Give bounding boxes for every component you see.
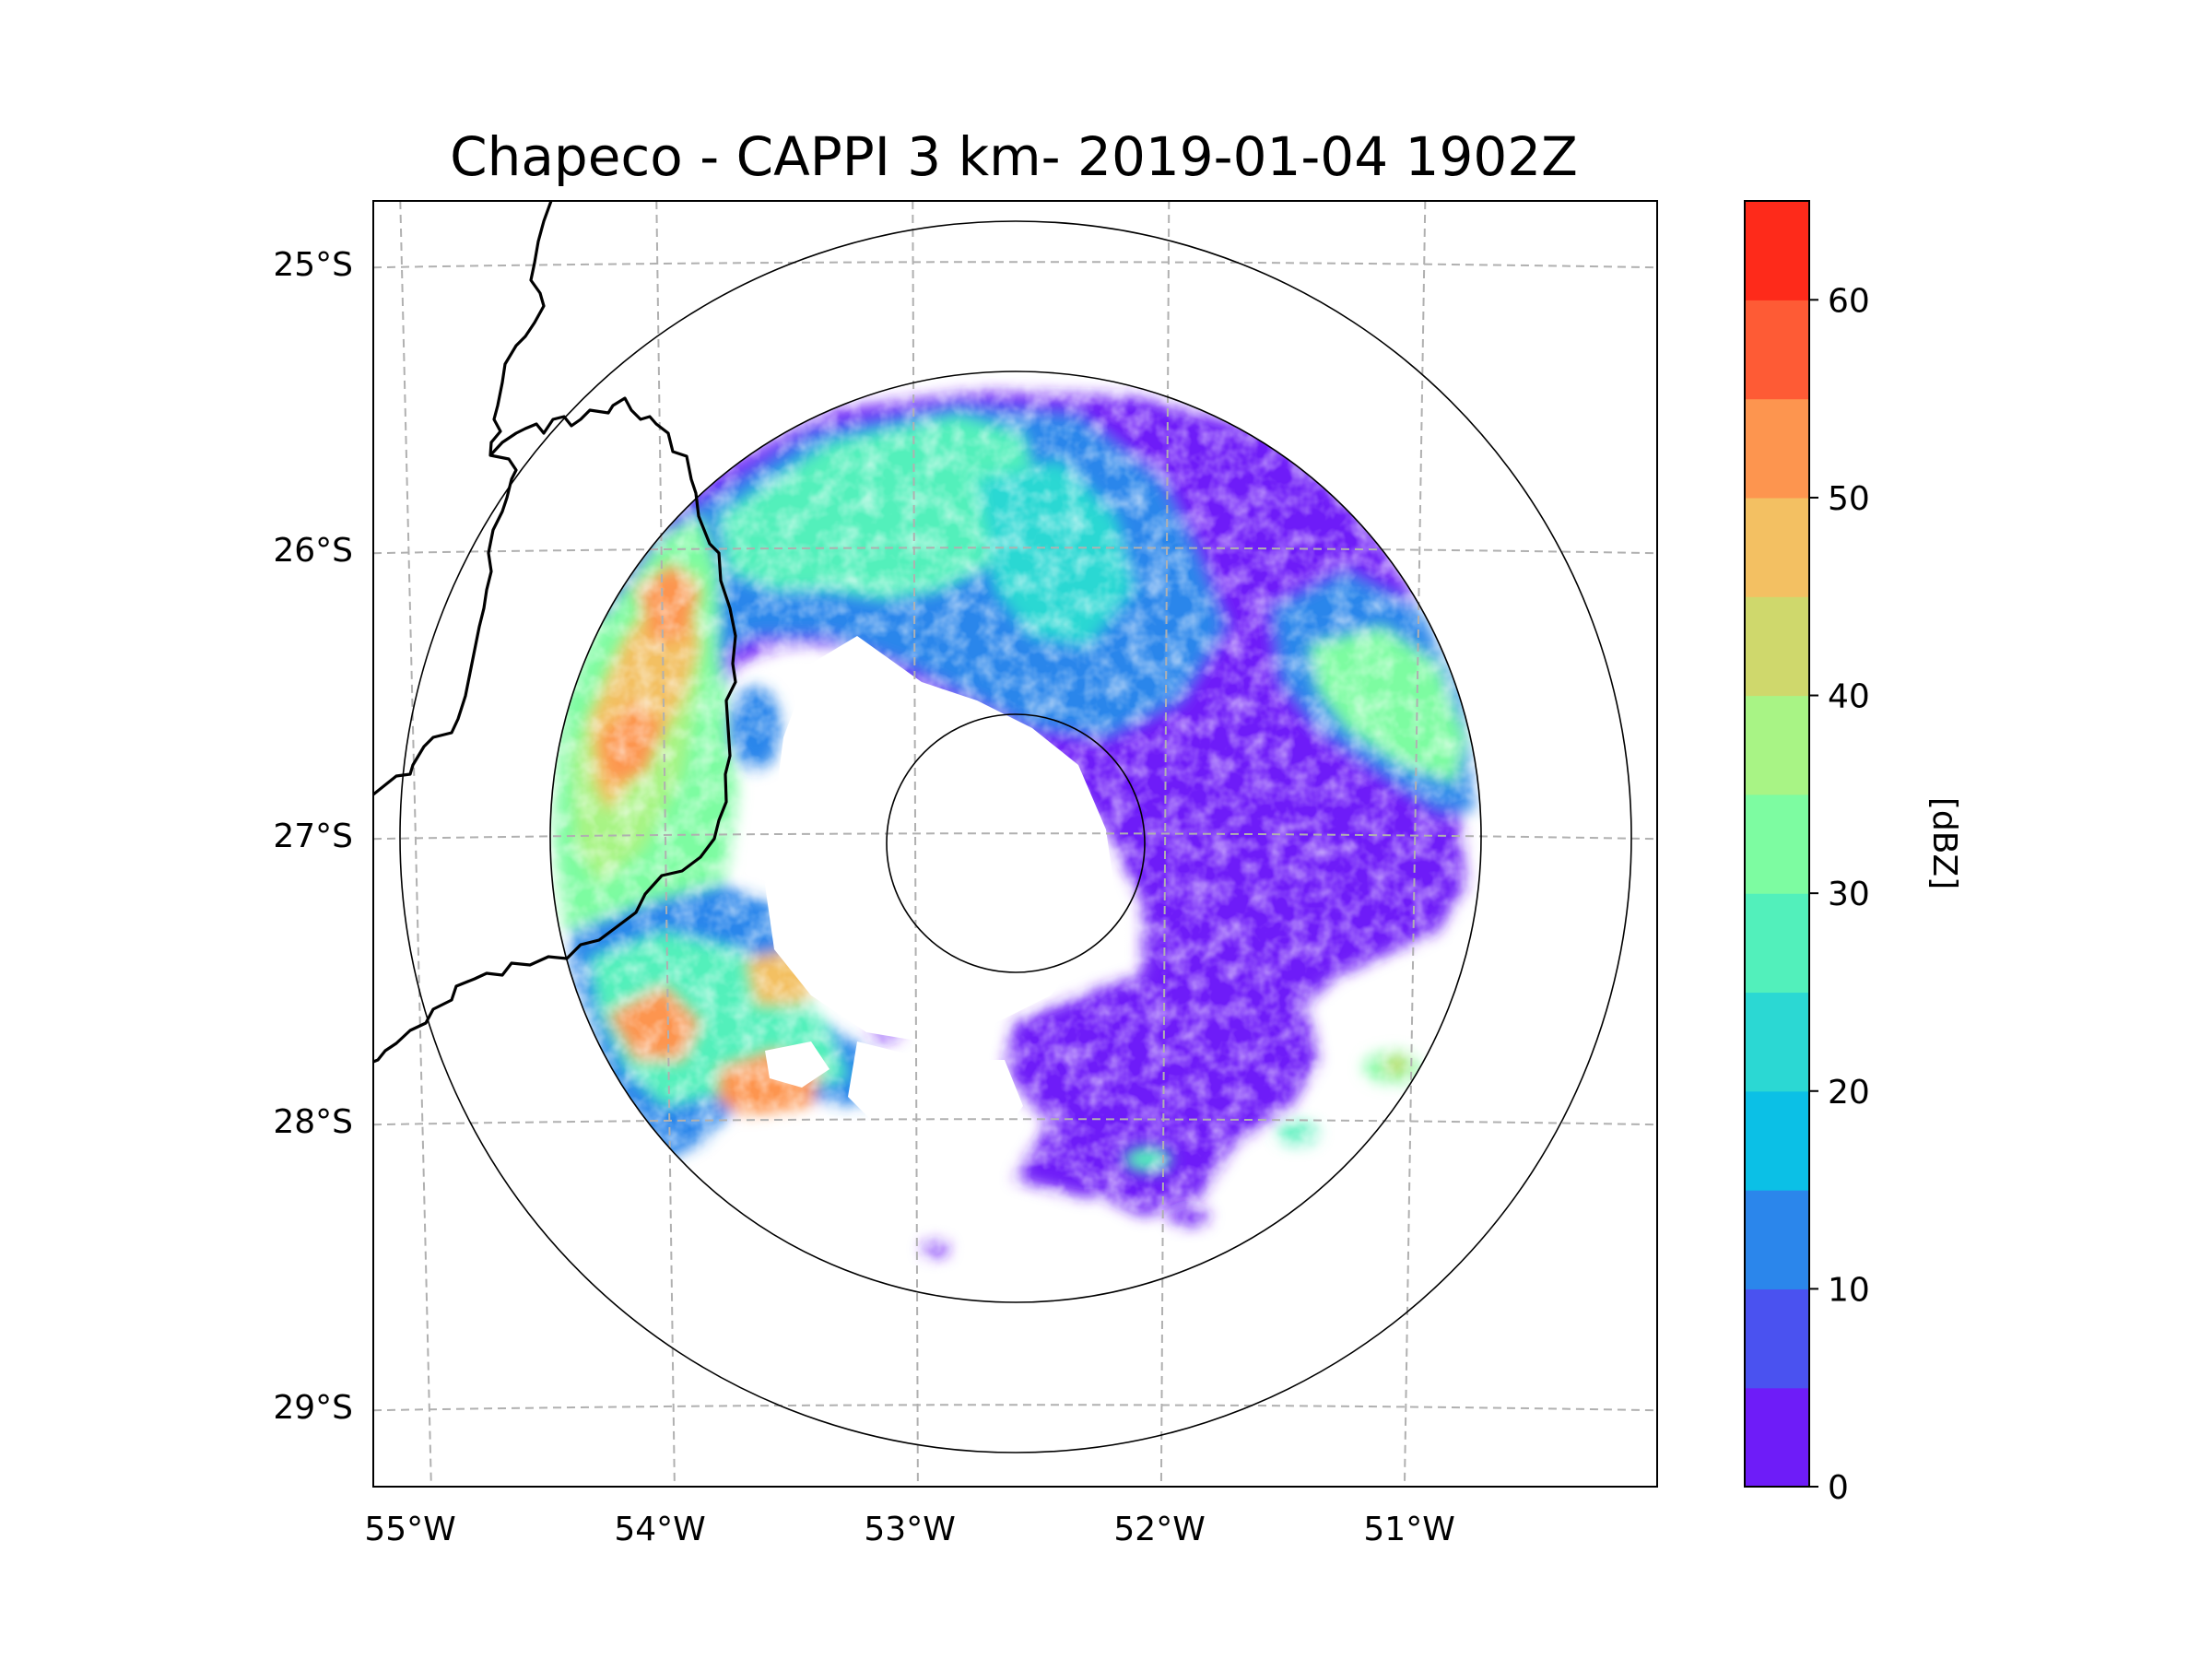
colorbar-tick-label: 60 bbox=[1828, 282, 1870, 320]
grid-parallel bbox=[373, 1404, 1657, 1412]
colorbar-frame bbox=[1744, 200, 1810, 1488]
colorbar-band bbox=[1745, 1190, 1809, 1289]
colorbar-tick-label: 20 bbox=[1828, 1074, 1870, 1112]
borders bbox=[373, 201, 737, 1064]
y-tick-label: 26°S bbox=[273, 532, 353, 570]
colorbar-band bbox=[1745, 695, 1809, 795]
grid-parallel bbox=[373, 1118, 1657, 1126]
colorbar-band bbox=[1745, 300, 1809, 400]
y-tick-label: 29°S bbox=[273, 1389, 353, 1427]
colorbar-label: [dBZ] bbox=[1925, 797, 1963, 889]
x-tick-label: 52°W bbox=[1113, 1511, 1205, 1548]
colorbar: 0 10 20 30 40 50 60 [dBZ] bbox=[1744, 200, 1963, 1507]
grid-meridian bbox=[1403, 201, 1427, 1487]
grid-meridian bbox=[655, 201, 676, 1487]
colorbar-tick-label: 30 bbox=[1828, 876, 1870, 913]
colorbar-band bbox=[1745, 1090, 1809, 1191]
range-rings bbox=[399, 220, 1632, 1453]
y-tick-labels: 25°S 26°S 27°S 28°S 29°S bbox=[273, 246, 353, 1427]
range-ring-outer bbox=[399, 220, 1632, 1453]
x-tick-label: 53°W bbox=[864, 1511, 955, 1548]
colorbar-band bbox=[1745, 497, 1809, 597]
grid-meridian bbox=[399, 201, 432, 1487]
radar-echoes bbox=[550, 378, 1481, 1300]
border-line-mid bbox=[373, 396, 737, 1064]
x-tick-labels: 55°W 54°W 53°W 52°W 51°W bbox=[364, 1511, 1454, 1548]
map-frame bbox=[372, 200, 1658, 1488]
chart-title: Chapeco - CAPPI 3 km- 2019-01-04 1902Z bbox=[450, 125, 1578, 188]
range-ring-inner bbox=[886, 713, 1146, 973]
grid-parallel bbox=[373, 832, 1657, 841]
colorbar-band bbox=[1745, 596, 1809, 697]
grid-meridian bbox=[1159, 201, 1171, 1487]
border-line-north bbox=[373, 201, 553, 796]
colorbar-band bbox=[1745, 1288, 1809, 1389]
graticule bbox=[373, 201, 1657, 1487]
colorbar-band bbox=[1745, 1387, 1809, 1488]
y-tick-label: 27°S bbox=[273, 818, 353, 855]
x-tick-label: 55°W bbox=[364, 1511, 455, 1548]
clear-zone-center bbox=[765, 636, 1115, 1041]
colorbar-bands bbox=[1745, 201, 1809, 1488]
clear-zones bbox=[765, 636, 1115, 1152]
colorbar-tick-label: 10 bbox=[1828, 1271, 1870, 1309]
clear-zone-south bbox=[848, 1041, 1023, 1152]
grid-parallel bbox=[373, 547, 1657, 555]
colorbar-tick-label: 40 bbox=[1828, 678, 1870, 716]
x-tick-label: 54°W bbox=[614, 1511, 705, 1548]
colorbar-band bbox=[1745, 992, 1809, 1092]
range-ring-middle bbox=[549, 371, 1482, 1303]
grid-meridian bbox=[912, 201, 919, 1487]
y-tick-label: 28°S bbox=[273, 1103, 353, 1141]
colorbar-band bbox=[1745, 893, 1809, 994]
colorbar-tick-label: 0 bbox=[1828, 1469, 1849, 1507]
map-content bbox=[373, 201, 1657, 1487]
x-tick-label: 51°W bbox=[1363, 1511, 1454, 1548]
colorbar-ticks: 0 10 20 30 40 50 60 bbox=[1809, 282, 1870, 1507]
colorbar-band bbox=[1745, 794, 1809, 894]
colorbar-band bbox=[1745, 201, 1809, 300]
y-tick-label: 25°S bbox=[273, 246, 353, 284]
map-axes: 55°W 54°W 53°W 52°W 51°W 25°S 26°S 27°S 28°S 29°… bbox=[273, 200, 1658, 1548]
colorbar-tick-label: 50 bbox=[1828, 480, 1870, 518]
colorbar-band bbox=[1745, 398, 1809, 499]
clear-zone-sw bbox=[765, 1041, 830, 1088]
grid-parallel bbox=[373, 261, 1657, 269]
